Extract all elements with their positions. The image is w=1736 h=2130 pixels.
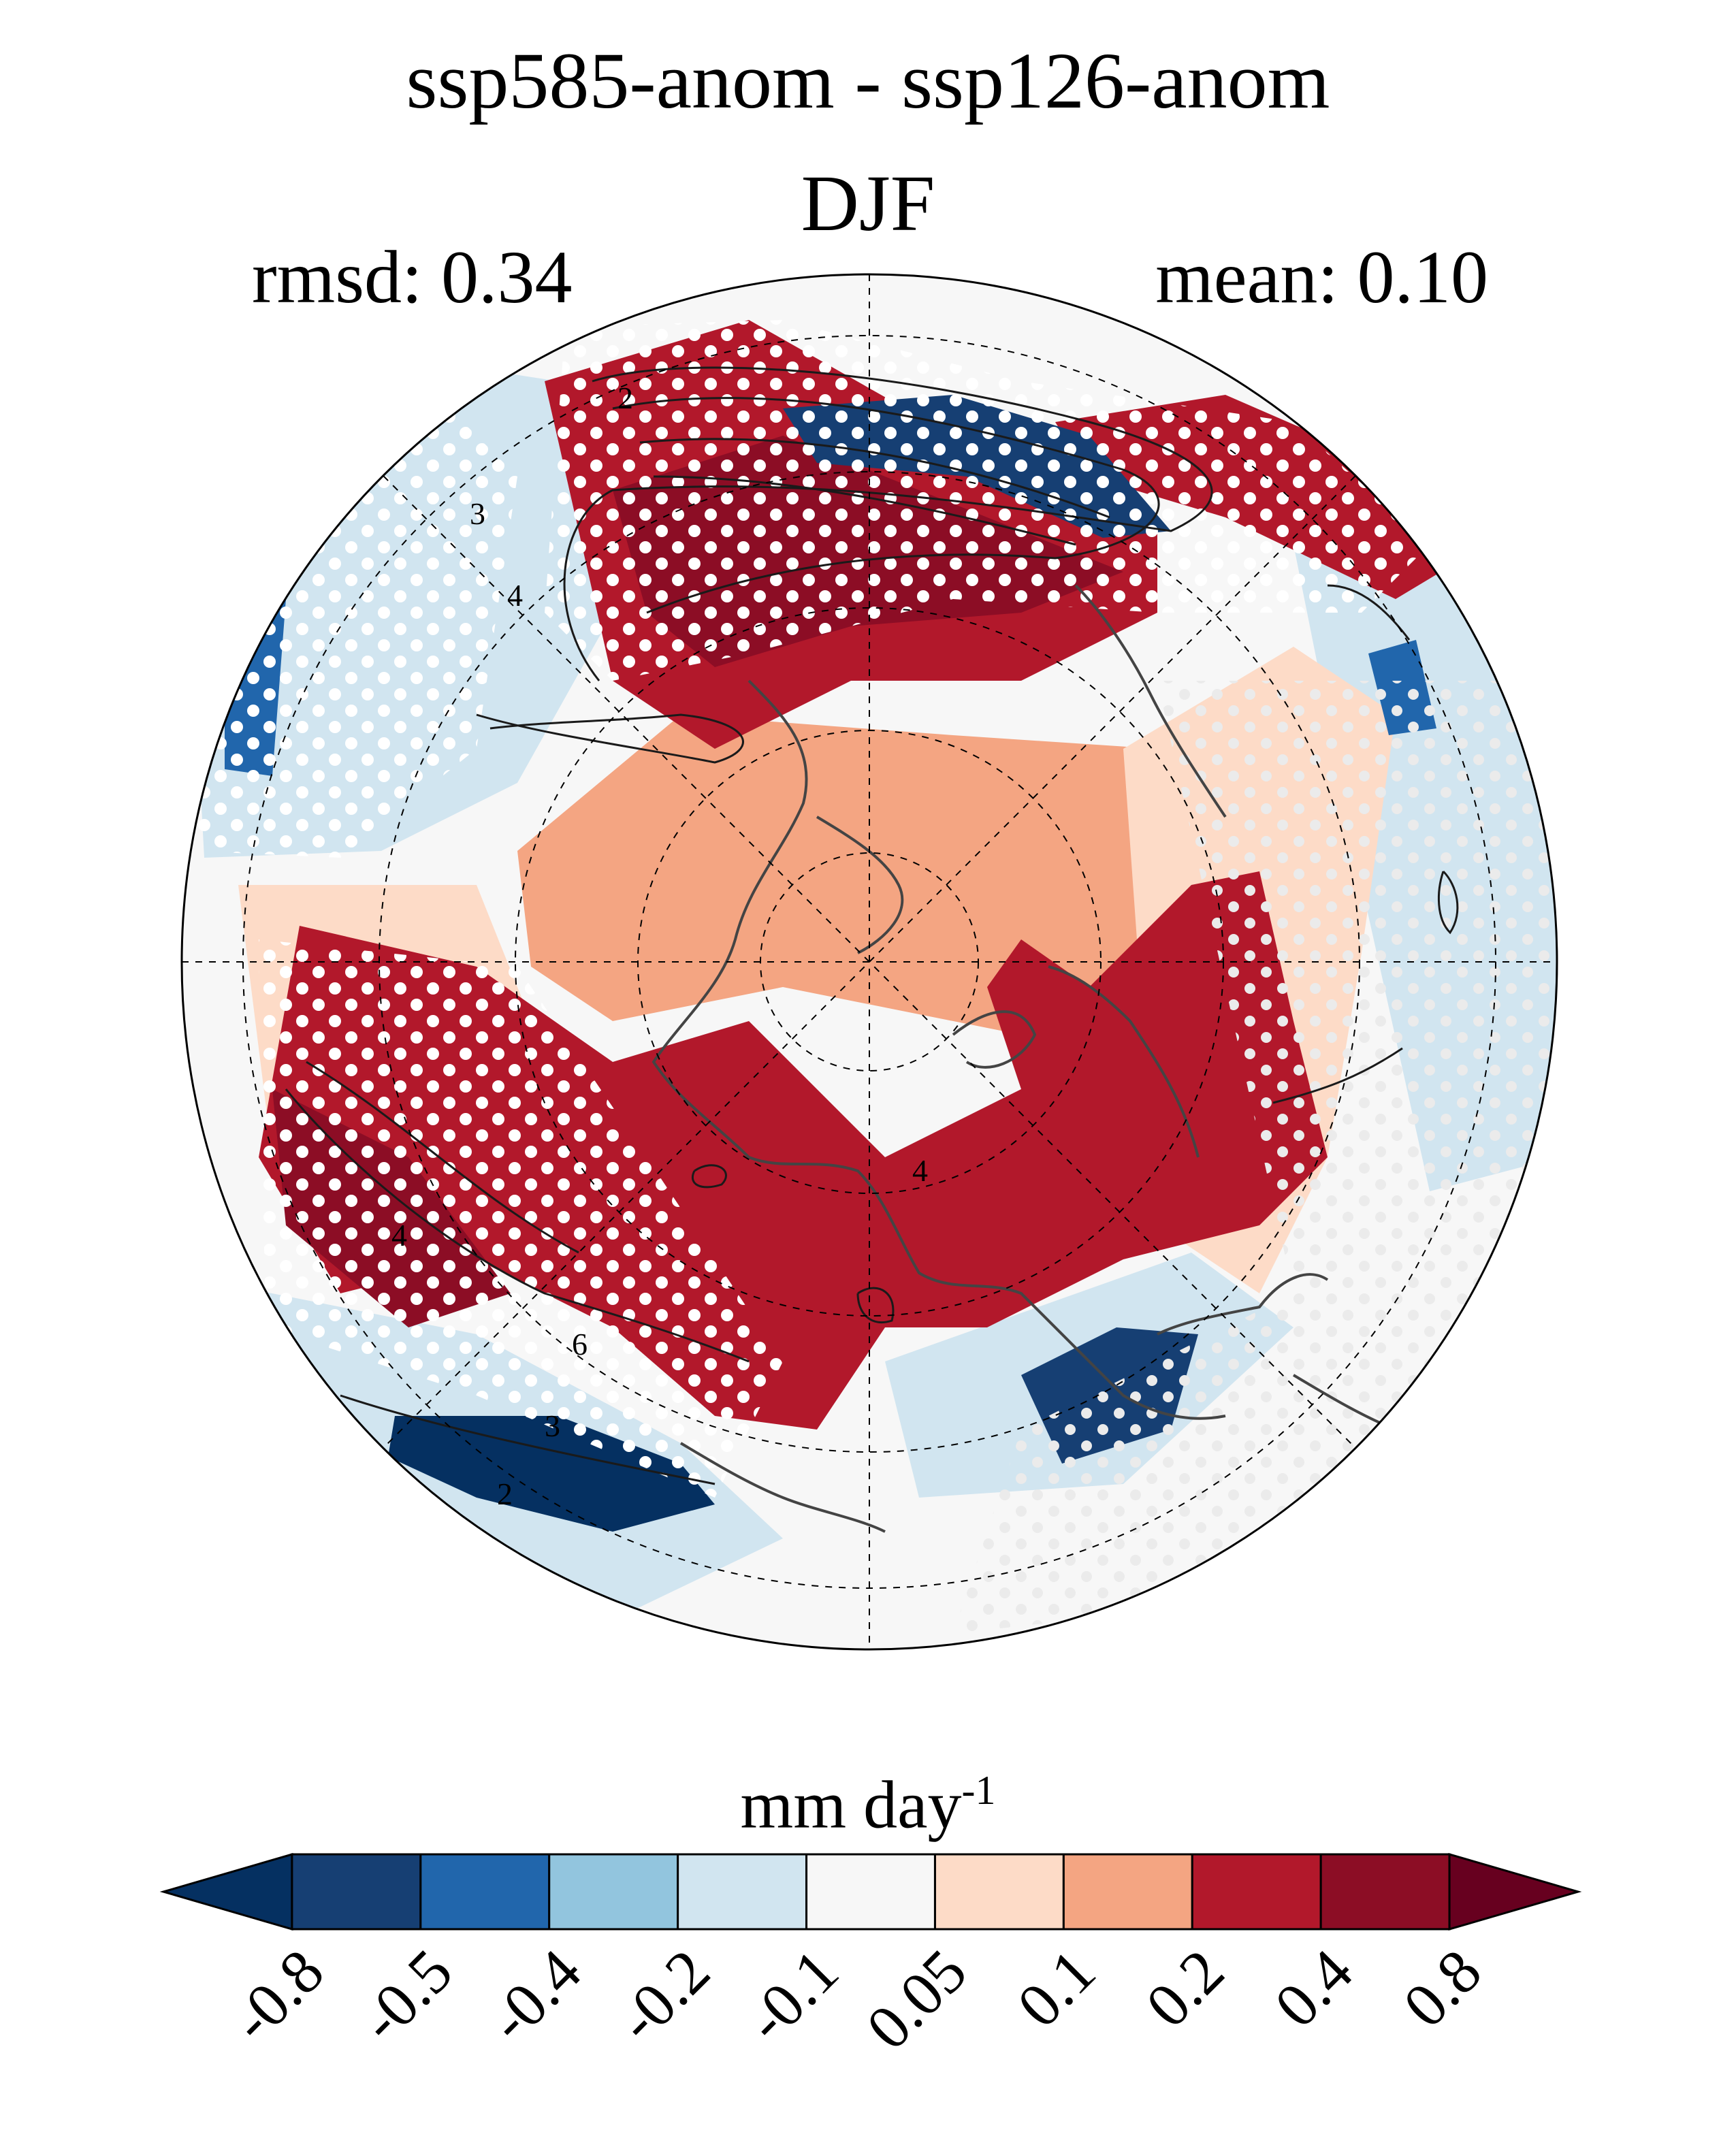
coastlines [652, 584, 1396, 1533]
colorbar-extend-high [1448, 1853, 1582, 1931]
colorbar-cell [419, 1853, 551, 1931]
contour-label: 6 [572, 1327, 588, 1361]
graticule [182, 274, 1557, 1649]
colorbar-cell [805, 1853, 936, 1931]
colorbar-cell [291, 1853, 422, 1931]
mean-label: mean: 0.10 [1155, 236, 1488, 319]
colorbar-extend-low [159, 1853, 293, 1931]
contour-label: 2 [497, 1477, 513, 1511]
map-boundary [180, 273, 1558, 1651]
contour-label: 4 [912, 1153, 928, 1188]
colorbar-title-superscript: -1 [961, 1768, 996, 1813]
contour-label: 4 [391, 1218, 407, 1253]
salmon-region-center [517, 715, 1293, 1035]
season-label: DJF [801, 159, 935, 248]
colorbar-cell [677, 1853, 808, 1931]
colorbar-cell [548, 1853, 679, 1931]
colorbar-cell [1191, 1853, 1322, 1931]
figure-title: ssp585-anom - ssp126-anom [406, 36, 1330, 125]
colorbar-cell [933, 1853, 1065, 1931]
contour-label: 3 [545, 1408, 560, 1443]
colorbar-cell [1062, 1853, 1193, 1931]
colorbar-title: mm day-1 [740, 1766, 996, 1843]
colorbar-cell [1319, 1853, 1451, 1931]
contour-lines [285, 366, 1459, 1485]
rmsd-label: rmsd: 0.34 [252, 236, 573, 319]
contour-label: 2 [617, 381, 633, 415]
stipple-north [545, 320, 1430, 681]
contour-label: 3 [470, 496, 485, 531]
contour-label: 4 [507, 578, 523, 613]
